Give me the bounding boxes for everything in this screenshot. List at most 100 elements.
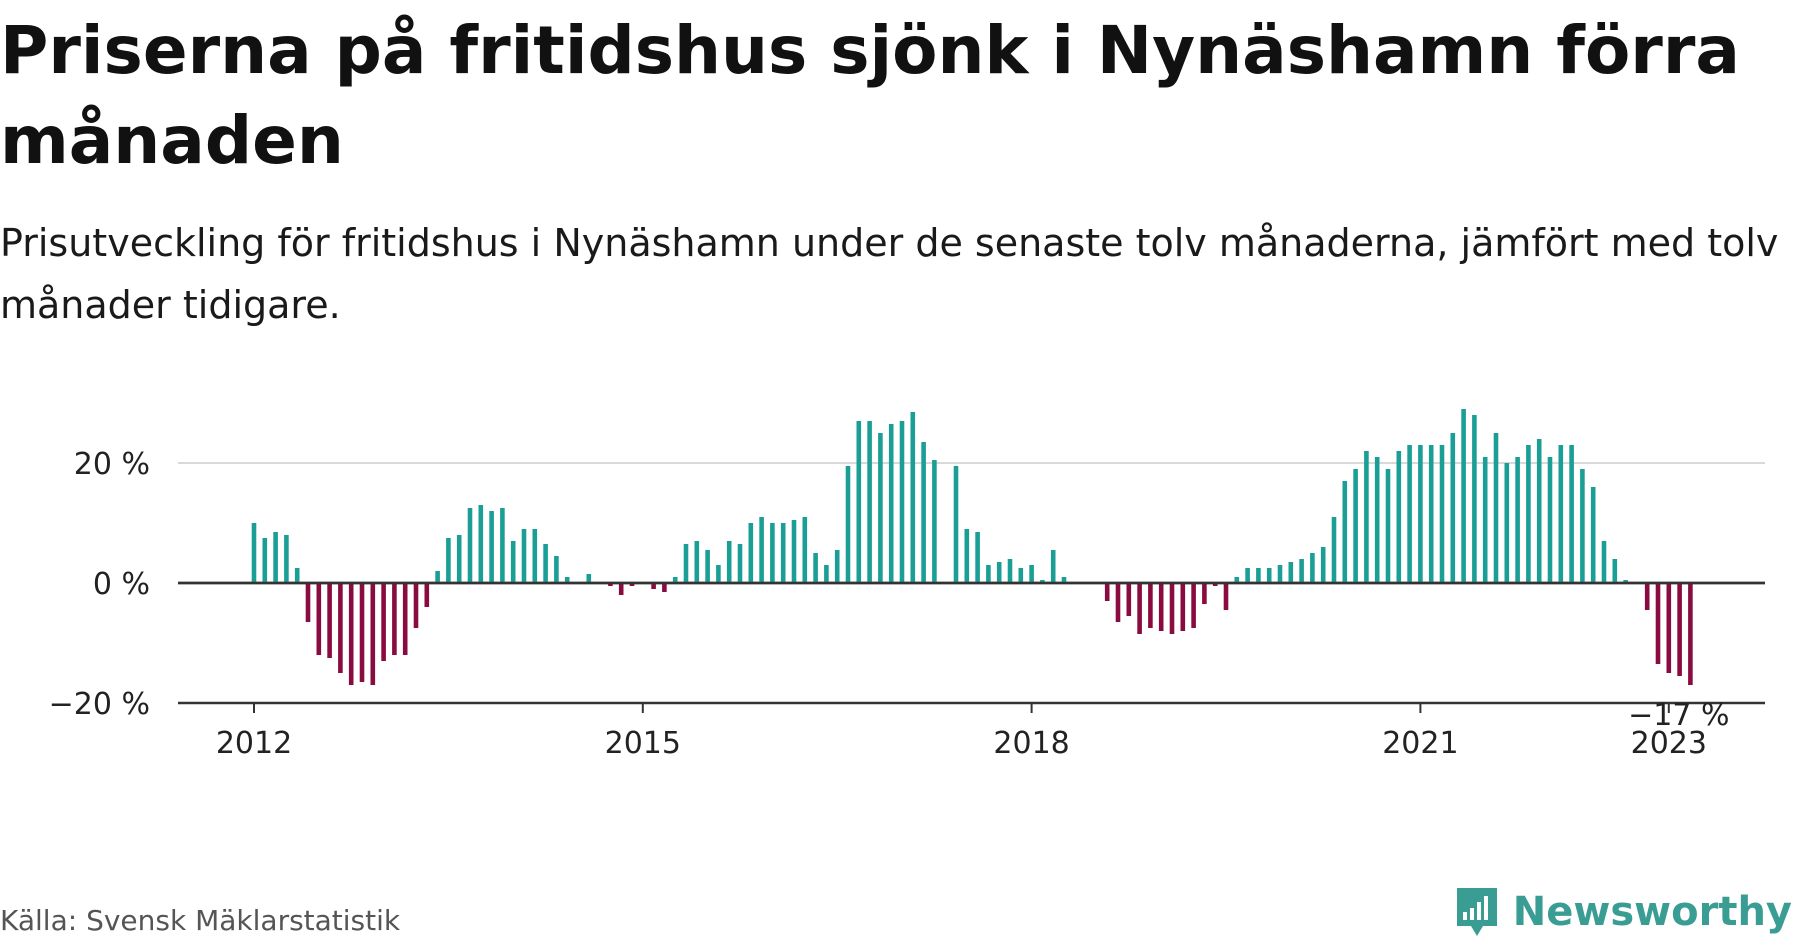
chart-title: Priserna på fritidshus sjönk i Nynäshamn… (0, 6, 1790, 186)
bar (1299, 559, 1304, 583)
y-tick-label: 20 % (74, 447, 150, 482)
bar-series (252, 409, 1693, 685)
bar (306, 583, 311, 622)
bar (867, 421, 872, 583)
bar (921, 442, 926, 583)
bar (468, 508, 473, 583)
bar (1364, 451, 1369, 583)
bar (662, 583, 667, 592)
bar (1407, 445, 1412, 583)
bar (1008, 559, 1013, 583)
bar (997, 562, 1002, 583)
bar (1116, 583, 1121, 622)
bar (727, 541, 732, 583)
bar (954, 466, 959, 583)
bar (1418, 445, 1423, 583)
bar (1245, 568, 1250, 583)
bar (1256, 568, 1261, 583)
bar (695, 541, 700, 583)
bar (1289, 562, 1294, 583)
source-note: Källa: Svensk Mäklarstatistik (0, 904, 400, 937)
bar (1181, 583, 1186, 631)
bar (317, 583, 322, 655)
bar (759, 517, 764, 583)
bar (252, 523, 257, 583)
bar (1483, 457, 1488, 583)
x-tick-label: 2015 (605, 726, 681, 761)
bar (587, 574, 592, 583)
bar (684, 544, 689, 583)
brand-name: Newsworthy (1513, 889, 1792, 935)
bar (1386, 469, 1391, 583)
bar (792, 520, 797, 583)
bar (273, 532, 278, 583)
bar (338, 583, 343, 673)
bar (1191, 583, 1196, 628)
bar (1343, 481, 1348, 583)
bar (414, 583, 419, 628)
bar (1321, 547, 1326, 583)
bar (263, 538, 268, 583)
bar (360, 583, 365, 682)
bar (803, 517, 808, 583)
bar (522, 529, 527, 583)
bar (1472, 415, 1477, 583)
bar (1224, 583, 1229, 610)
bar (295, 568, 300, 583)
bar (425, 583, 430, 607)
bar (1526, 445, 1531, 583)
bar (1159, 583, 1164, 631)
bar (1580, 469, 1585, 583)
bar-chart: −20 % 0 % 20 % 2012 2015 2018 2021 2023−17 % (0, 380, 1800, 790)
bar (457, 535, 462, 583)
x-tick-label: 2012 (216, 726, 292, 761)
bar (1688, 583, 1693, 685)
bar (846, 466, 851, 583)
bar (1202, 583, 1207, 604)
bar (1645, 583, 1650, 610)
bar (1332, 517, 1337, 583)
bar (1505, 463, 1510, 583)
bar (284, 535, 289, 583)
bar (500, 508, 505, 583)
y-tick-label: −20 % (49, 687, 150, 722)
newsworthy-icon (1453, 884, 1501, 940)
bar (1494, 433, 1499, 583)
x-tick-label: 2021 (1382, 726, 1458, 761)
bar (770, 523, 775, 583)
bar (835, 550, 840, 583)
bar (1429, 445, 1434, 583)
bar (1569, 445, 1574, 583)
bar (781, 523, 786, 583)
bar (1397, 451, 1402, 583)
bar (381, 583, 386, 661)
bar (1656, 583, 1661, 664)
bar (403, 583, 408, 655)
bar (371, 583, 376, 685)
bar (738, 544, 743, 583)
bar (1137, 583, 1142, 634)
bar (1029, 565, 1034, 583)
bar (889, 424, 894, 583)
latest-value-annotation: −17 % (1628, 698, 1729, 733)
bar (1278, 565, 1283, 583)
bar (1602, 541, 1607, 583)
bar (813, 553, 818, 583)
bar (511, 541, 516, 583)
bar (1667, 583, 1672, 673)
bar (1170, 583, 1175, 634)
bar (1310, 553, 1315, 583)
bar (1148, 583, 1153, 628)
y-tick-label: 0 % (93, 567, 150, 602)
bar (1591, 487, 1596, 583)
bar (349, 583, 354, 685)
bar (543, 544, 548, 583)
bar (932, 460, 937, 583)
brand-logo: Newsworthy (1453, 884, 1792, 940)
bar (975, 532, 980, 583)
bar (911, 412, 916, 583)
bar (1440, 445, 1445, 583)
bar (1451, 433, 1456, 583)
bar (986, 565, 991, 583)
bar (446, 538, 451, 583)
